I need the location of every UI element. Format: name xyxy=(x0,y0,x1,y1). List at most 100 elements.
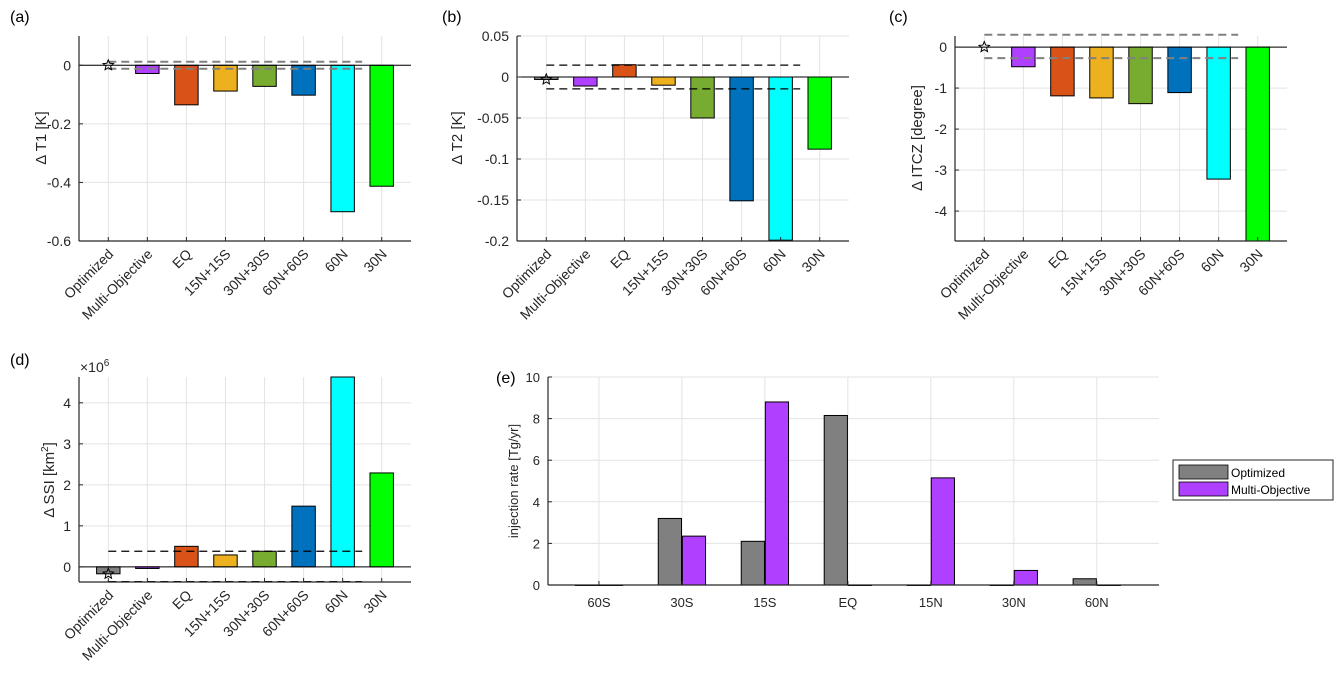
panel-c-ylabel: Δ ITCZ [degree] xyxy=(909,85,926,191)
panel-d-chart: (d) ×106 Δ SSI [km2] 01234OptimizedMulti… xyxy=(10,352,411,664)
panel-b-label: (b) xyxy=(442,9,462,26)
panel-e-chart: (e) injection rate [Tg/yr] 0 2 4 6 8 10 60S 30S… xyxy=(496,370,1334,610)
panel-c-label: (c) xyxy=(889,9,908,26)
panel-a-chart: (a) Δ T1 [K] 0-0.2-0.4-0.6OptimizedMulti… xyxy=(10,9,411,323)
bar-15n-15s xyxy=(213,554,238,568)
ytick-label: 1 xyxy=(63,518,71,534)
ytick-label: -2 xyxy=(935,121,948,137)
xtick-label: Multi-Objective xyxy=(79,587,156,664)
xtick-label: 30S xyxy=(670,595,693,610)
panel-e-label: (e) xyxy=(496,370,516,387)
bar-15n-15s xyxy=(1089,46,1114,99)
panel-b-chart: (b) Δ T2 [K] 0.050-0.05-0.1-0.15-0.2Opti… xyxy=(442,9,849,323)
bar-eq xyxy=(612,64,637,78)
xtick-label: EQ xyxy=(1045,246,1071,272)
panel-e-plot: 0 2 4 6 8 10 60S 30S 15S EQ 15N 30N 60N xyxy=(526,370,1159,610)
ytick-label: 2 xyxy=(63,477,71,493)
panel-a-label: (a) xyxy=(10,9,30,26)
xtick-label: 30N xyxy=(1002,595,1026,610)
xtick-label: 60N xyxy=(1085,595,1109,610)
bar-eq xyxy=(174,64,199,106)
legend-label-multi-objective: Multi-Objective xyxy=(1231,483,1311,497)
panel-d-label: (d) xyxy=(10,352,30,369)
xtick-label: 60S xyxy=(587,595,610,610)
legend-swatch-multi-objective xyxy=(1178,481,1229,497)
bar-multi-objective-15n xyxy=(930,477,955,586)
xtick-label: Multi-Objective xyxy=(955,246,1032,323)
panel-e-ylabel: injection rate [Tg/yr] xyxy=(506,424,521,538)
ytick-label: -0.05 xyxy=(477,110,509,126)
bar-optimized-15s xyxy=(740,540,765,586)
bar-30n xyxy=(369,64,394,187)
panel-a-ylabel: Δ T1 [K] xyxy=(33,111,50,164)
xtick-label: 15N xyxy=(919,595,943,610)
ytick-label: -0.15 xyxy=(477,192,509,208)
panel-d-exponent: ×106 xyxy=(80,358,110,375)
bar-optimized-eq xyxy=(823,414,848,586)
legend-swatch-optimized xyxy=(1178,464,1229,480)
ytick-label: 3 xyxy=(63,436,71,452)
ytick-label: 10 xyxy=(526,370,540,385)
xtick-label: 60N xyxy=(759,246,788,275)
bar-60n-60s xyxy=(1167,46,1192,94)
optimized-star-marker xyxy=(101,566,115,580)
bar-60n xyxy=(330,376,355,568)
bar-60n xyxy=(1206,46,1231,180)
ytick-label: 8 xyxy=(533,412,540,427)
xtick-label: 60N xyxy=(321,587,350,616)
bar-multi-objective-30s xyxy=(681,535,707,586)
ytick-label: 2 xyxy=(533,536,540,551)
bar-multi-objective-15s xyxy=(764,401,790,586)
xtick-label: 60N xyxy=(1197,246,1226,275)
bar-60n-60s xyxy=(291,505,316,568)
ytick-label: 0 xyxy=(501,69,509,85)
ylabel-sup: 2 xyxy=(40,446,51,452)
xtick-label: 60N xyxy=(321,246,350,275)
ytick-label: -0.6 xyxy=(47,233,71,249)
xtick-label: 30N xyxy=(798,246,827,275)
xtick-label: 30N xyxy=(360,246,389,275)
ytick-label: -0.4 xyxy=(47,174,71,190)
ylabel-end: ] xyxy=(41,442,58,446)
ytick-label: 0 xyxy=(939,39,947,55)
bar-15n-15s xyxy=(651,76,676,86)
ytick-label: 0 xyxy=(63,559,71,575)
bar-eq xyxy=(1050,46,1075,97)
bar-30n xyxy=(807,76,832,150)
bar-optimized-30s xyxy=(657,517,683,586)
bar-30n xyxy=(369,472,394,568)
bar-eq xyxy=(174,545,199,568)
exponent-base: ×10 xyxy=(80,359,104,375)
panel-e-legend: Optimized Multi-Objective xyxy=(1172,459,1334,501)
bar-60n-60s xyxy=(729,76,754,202)
optimized-star-marker xyxy=(539,72,553,85)
ytick-label: -0.2 xyxy=(485,233,509,249)
ytick-label: 6 xyxy=(533,453,540,468)
bar-30n-30s xyxy=(690,76,715,119)
panel-c-chart: (c) Δ ITCZ [degree] 0-1-2-3-4OptimizedMu… xyxy=(889,9,1287,323)
ytick-label: -0.2 xyxy=(47,116,71,132)
ylabel-main: Δ SSI [km xyxy=(41,452,58,518)
ytick-label: 4 xyxy=(533,495,540,510)
ytick-label: 0 xyxy=(63,57,71,73)
bar-60n xyxy=(768,76,793,241)
panel-b-ylabel: Δ T2 [K] xyxy=(449,111,466,164)
ytick-label: 0 xyxy=(533,578,540,593)
ytick-label: -4 xyxy=(935,203,948,219)
xtick-label: 30N xyxy=(1236,246,1265,275)
bar-30n xyxy=(1245,46,1270,242)
optimized-star-marker xyxy=(101,58,115,71)
xtick-label: Multi-Objective xyxy=(79,246,156,323)
ytick-label: -0.1 xyxy=(485,151,509,167)
ytick-label: -1 xyxy=(935,80,948,96)
xtick-label: EQ xyxy=(169,587,195,613)
ytick-label: 4 xyxy=(63,395,71,411)
optimized-star-marker xyxy=(977,40,991,53)
xtick-label: 15S xyxy=(753,595,776,610)
exponent-power: 6 xyxy=(104,358,110,369)
bar-multi-objective-30n xyxy=(1013,569,1038,586)
xtick-label: EQ xyxy=(838,595,857,610)
